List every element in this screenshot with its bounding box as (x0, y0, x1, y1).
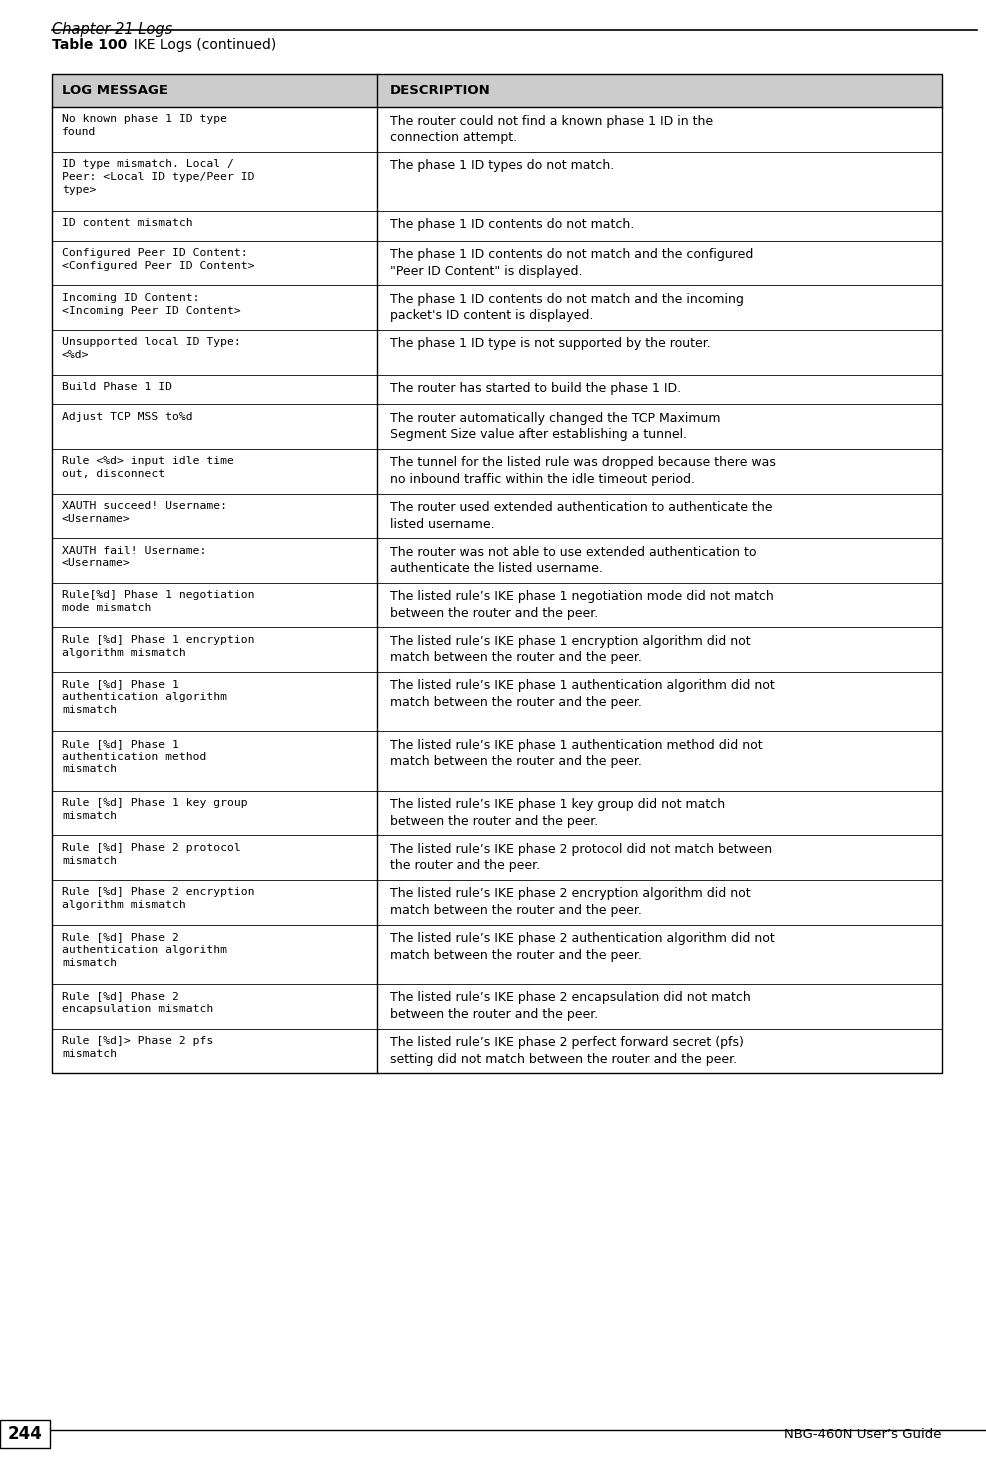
Text: Rule [%d] Phase 1 key group
mismatch: Rule [%d] Phase 1 key group mismatch (62, 799, 247, 821)
Text: The router used extended authentication to authenticate the
listed username.: The router used extended authentication … (389, 501, 772, 531)
Text: Adjust TCP MSS to%d: Adjust TCP MSS to%d (62, 412, 192, 422)
Text: The phase 1 ID type is not supported by the router.: The phase 1 ID type is not supported by … (389, 338, 710, 351)
Text: The listed rule’s IKE phase 2 encapsulation did not match
between the router and: The listed rule’s IKE phase 2 encapsulat… (389, 991, 749, 1021)
Text: IKE Logs (continued): IKE Logs (continued) (125, 39, 276, 52)
Text: 244: 244 (8, 1426, 42, 1443)
Text: No known phase 1 ID type
found: No known phase 1 ID type found (62, 114, 227, 138)
Text: Rule [%d] Phase 2
encapsulation mismatch: Rule [%d] Phase 2 encapsulation mismatch (62, 991, 213, 1014)
Text: NBG-460N User’s Guide: NBG-460N User’s Guide (784, 1427, 941, 1441)
Text: Rule [%d] Phase 2 protocol
mismatch: Rule [%d] Phase 2 protocol mismatch (62, 843, 241, 865)
Text: The listed rule’s IKE phase 1 encryption algorithm did not
match between the rou: The listed rule’s IKE phase 1 encryption… (389, 634, 749, 664)
Bar (52, 74, 941, 1073)
Text: The phase 1 ID types do not match.: The phase 1 ID types do not match. (389, 159, 613, 172)
Text: The listed rule’s IKE phase 2 encryption algorithm did not
match between the rou: The listed rule’s IKE phase 2 encryption… (389, 888, 749, 917)
Text: Table 100: Table 100 (52, 39, 127, 52)
Text: The phase 1 ID contents do not match and the configured
"Peer ID Content" is dis: The phase 1 ID contents do not match and… (389, 249, 752, 277)
Text: DESCRIPTION: DESCRIPTION (389, 84, 490, 96)
Text: ID type mismatch. Local /
Peer: <Local ID type/Peer ID
type>: ID type mismatch. Local / Peer: <Local I… (62, 159, 254, 194)
Text: Rule [%d] Phase 1
authentication method
mismatch: Rule [%d] Phase 1 authentication method … (62, 740, 206, 775)
Text: Configured Peer ID Content:
<Configured Peer ID Content>: Configured Peer ID Content: <Configured … (62, 249, 254, 271)
Bar (52, 74, 941, 107)
Text: The listed rule’s IKE phase 2 authentication algorithm did not
match between the: The listed rule’s IKE phase 2 authentica… (389, 932, 774, 962)
Text: The tunnel for the listed rule was dropped because there was
no inbound traffic : The tunnel for the listed rule was dropp… (389, 456, 775, 486)
Text: XAUTH fail! Username:
<Username>: XAUTH fail! Username: <Username> (62, 545, 206, 569)
Text: Rule [%d] Phase 2
authentication algorithm
mismatch: Rule [%d] Phase 2 authentication algorit… (62, 932, 227, 968)
Text: Rule[%d] Phase 1 negotiation
mode mismatch: Rule[%d] Phase 1 negotiation mode mismat… (62, 590, 254, 614)
Text: XAUTH succeed! Username:
<Username>: XAUTH succeed! Username: <Username> (62, 501, 227, 525)
Text: Rule [%d]> Phase 2 pfs
mismatch: Rule [%d]> Phase 2 pfs mismatch (62, 1036, 213, 1060)
Text: Unsupported local ID Type:
<%d>: Unsupported local ID Type: <%d> (62, 338, 241, 360)
Text: The listed rule’s IKE phase 1 authentication method did not
match between the ro: The listed rule’s IKE phase 1 authentica… (389, 740, 762, 768)
Text: The listed rule’s IKE phase 2 protocol did not match between
the router and the : The listed rule’s IKE phase 2 protocol d… (389, 843, 771, 873)
Text: The router was not able to use extended authentication to
authenticate the liste: The router was not able to use extended … (389, 545, 755, 575)
Text: The listed rule’s IKE phase 1 authentication algorithm did not
match between the: The listed rule’s IKE phase 1 authentica… (389, 680, 774, 708)
Text: Rule [%d] Phase 2 encryption
algorithm mismatch: Rule [%d] Phase 2 encryption algorithm m… (62, 888, 254, 910)
Text: LOG MESSAGE: LOG MESSAGE (62, 84, 168, 96)
Text: The router automatically changed the TCP Maximum
Segment Size value after establ: The router automatically changed the TCP… (389, 412, 720, 442)
Text: The phase 1 ID contents do not match.: The phase 1 ID contents do not match. (389, 218, 633, 231)
Text: Chapter 21 Logs: Chapter 21 Logs (52, 22, 173, 37)
Text: The phase 1 ID contents do not match and the incoming
packet's ID content is dis: The phase 1 ID contents do not match and… (389, 293, 743, 323)
Text: The listed rule’s IKE phase 1 negotiation mode did not match
between the router : The listed rule’s IKE phase 1 negotiatio… (389, 590, 773, 619)
Text: Rule [%d] Phase 1
authentication algorithm
mismatch: Rule [%d] Phase 1 authentication algorit… (62, 680, 227, 716)
Text: The router has started to build the phase 1 ID.: The router has started to build the phas… (389, 382, 680, 396)
Text: Rule <%d> input idle time
out, disconnect: Rule <%d> input idle time out, disconnec… (62, 456, 234, 479)
Text: Rule [%d] Phase 1 encryption
algorithm mismatch: Rule [%d] Phase 1 encryption algorithm m… (62, 634, 254, 658)
Text: ID content mismatch: ID content mismatch (62, 218, 192, 228)
Text: Incoming ID Content:
<Incoming Peer ID Content>: Incoming ID Content: <Incoming Peer ID C… (62, 293, 241, 316)
Text: The listed rule’s IKE phase 2 perfect forward secret (pfs)
setting did not match: The listed rule’s IKE phase 2 perfect fo… (389, 1036, 743, 1066)
Text: The listed rule’s IKE phase 1 key group did not match
between the router and the: The listed rule’s IKE phase 1 key group … (389, 799, 725, 828)
Text: The router could not find a known phase 1 ID in the
connection attempt.: The router could not find a known phase … (389, 114, 712, 144)
Text: Build Phase 1 ID: Build Phase 1 ID (62, 382, 172, 393)
Bar (0, 1420, 50, 1448)
